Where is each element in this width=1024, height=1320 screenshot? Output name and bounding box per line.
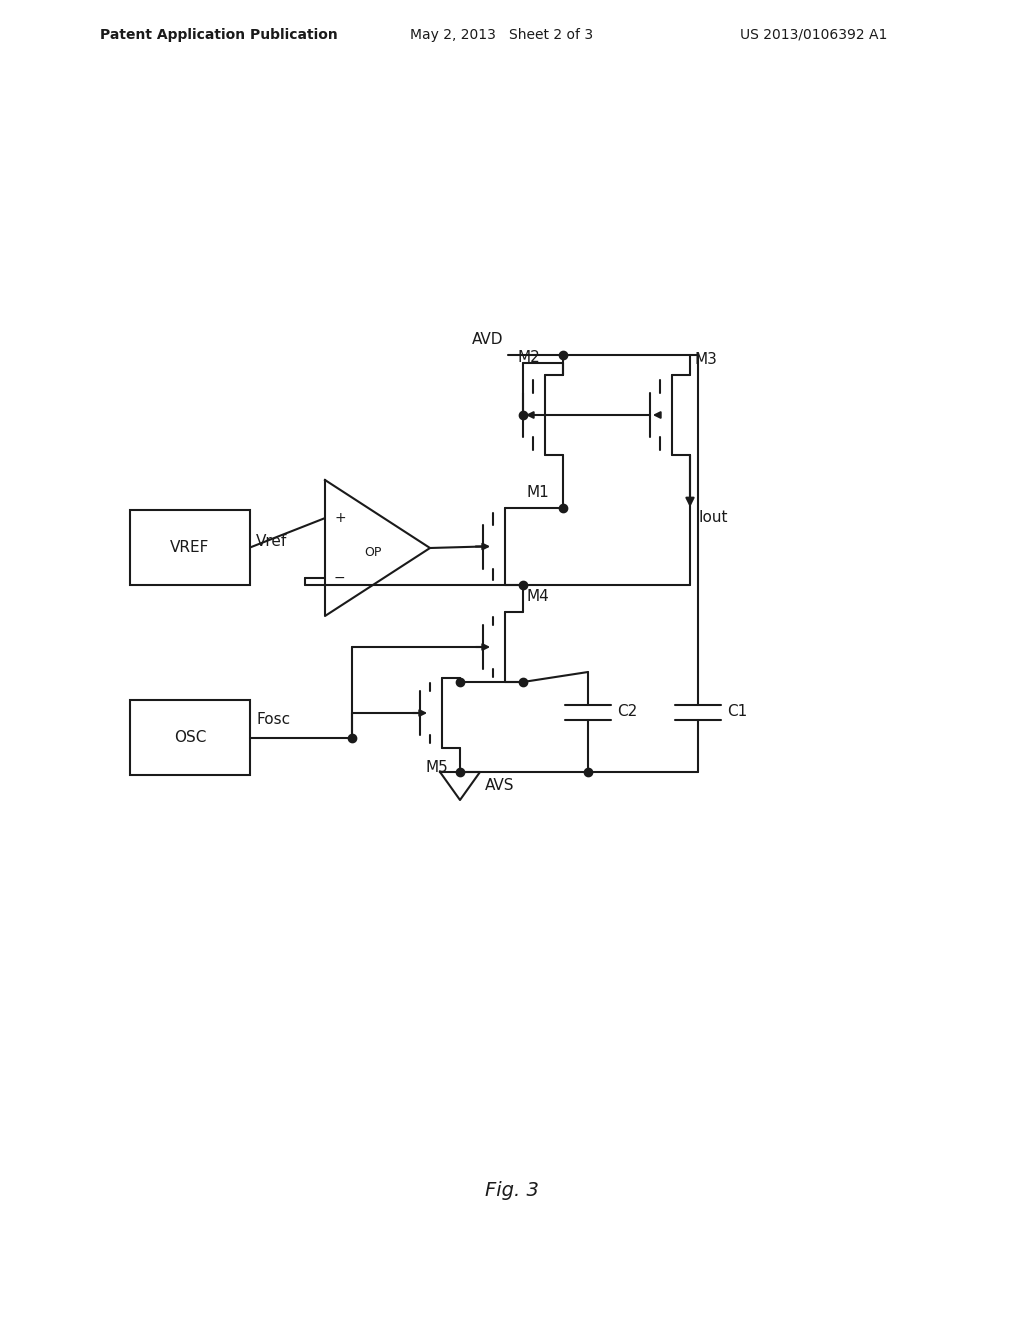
Text: M5: M5	[426, 760, 449, 775]
Text: M2: M2	[517, 350, 540, 366]
Text: Iout: Iout	[698, 511, 727, 525]
Text: AVS: AVS	[485, 779, 514, 793]
Text: +: +	[334, 511, 346, 525]
Text: M4: M4	[527, 589, 550, 605]
Text: C2: C2	[617, 705, 637, 719]
Text: US 2013/0106392 A1: US 2013/0106392 A1	[740, 28, 888, 42]
FancyBboxPatch shape	[130, 510, 250, 585]
Text: Vref: Vref	[256, 535, 288, 549]
Text: M3: M3	[694, 352, 717, 367]
Text: OP: OP	[364, 546, 381, 560]
FancyBboxPatch shape	[130, 700, 250, 775]
Text: Patent Application Publication: Patent Application Publication	[100, 28, 338, 42]
Text: AVD: AVD	[471, 333, 503, 347]
Text: C1: C1	[727, 705, 748, 719]
Text: M1: M1	[527, 484, 550, 500]
Text: May 2, 2013   Sheet 2 of 3: May 2, 2013 Sheet 2 of 3	[410, 28, 593, 42]
Text: −: −	[334, 572, 346, 585]
Text: Fosc: Fosc	[256, 713, 290, 727]
Text: Fig. 3: Fig. 3	[485, 1180, 539, 1200]
Text: VREF: VREF	[170, 540, 210, 554]
Text: OSC: OSC	[174, 730, 206, 744]
